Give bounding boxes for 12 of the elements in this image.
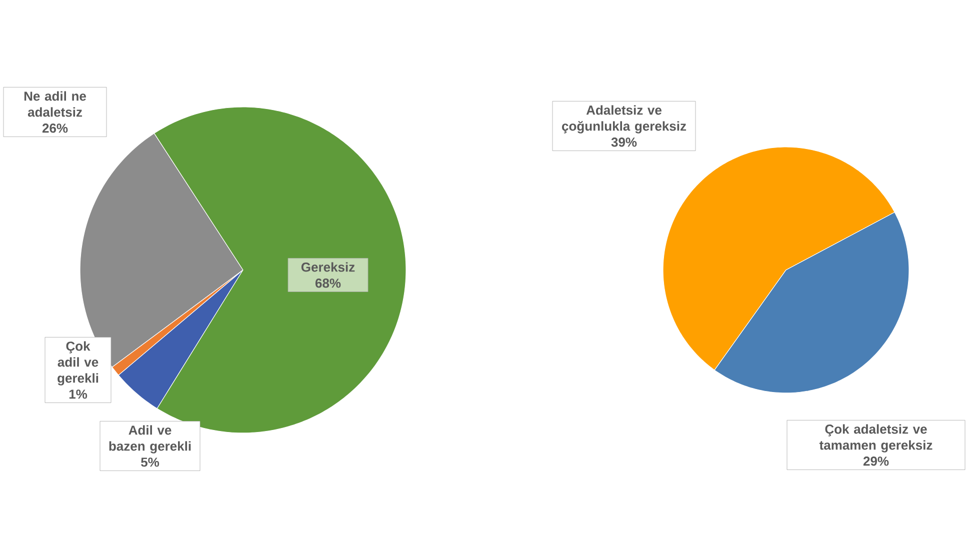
slice-label: Çok adil ve gerekli <box>58 341 98 386</box>
slice-label: Adaletsiz ve çoğunlukla gereksiz <box>562 105 686 134</box>
data-label: 1% <box>69 390 88 399</box>
slice-label: Ne adil ne adaletsiz <box>24 91 86 117</box>
data-label: 29% <box>863 456 889 466</box>
slice-label: Çok adaletsiz ve tamamen gereksiz <box>819 424 932 452</box>
slice-label: Gereksiz <box>301 262 355 272</box>
data-label: 5% <box>141 458 160 467</box>
data-label: 26% <box>42 124 68 133</box>
data-label: 68% <box>315 278 341 288</box>
slice-label: Adil ve bazen gerekli <box>109 425 191 454</box>
data-label: 39% <box>611 138 637 147</box>
